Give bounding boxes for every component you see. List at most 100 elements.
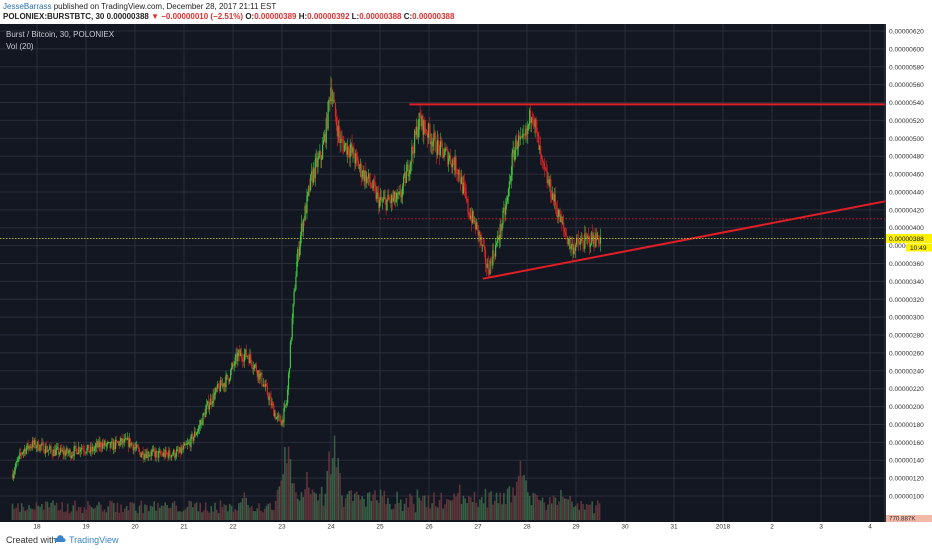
candle-body (366, 176, 368, 184)
volume-bar (330, 474, 332, 520)
candle-body (547, 179, 549, 184)
candle-body (256, 371, 258, 377)
volume-bar (197, 511, 200, 520)
candle-body (35, 447, 38, 448)
candle-body (598, 243, 601, 244)
candle-body (361, 176, 363, 178)
volume-bar (72, 505, 75, 520)
volume-bar (48, 507, 51, 520)
tradingview-brand-link[interactable]: TradingView (69, 535, 119, 545)
candle-body (386, 199, 388, 211)
author-link[interactable]: JesseBarrass (3, 2, 52, 11)
price-chart[interactable]: 0.00000620 0.00000600 0.00000580 0.00000560… (0, 24, 932, 530)
candle-body (483, 245, 486, 250)
volume-bar (442, 508, 444, 520)
candle-body (497, 235, 499, 240)
ohlc-close-value: 0.00000388 (412, 12, 455, 21)
volume-bar (31, 508, 34, 520)
candle-body (352, 147, 354, 153)
candle-body (342, 139, 344, 144)
candle-body (212, 393, 214, 404)
volume-bar (379, 489, 382, 520)
candle-body (52, 454, 54, 457)
candle-body (312, 168, 315, 183)
candle-body (56, 447, 58, 450)
volume-bar (206, 510, 209, 520)
candle-body (521, 135, 523, 138)
candle-body (220, 380, 222, 386)
candle-body (84, 451, 86, 453)
candle-body (170, 455, 172, 458)
candle-body (70, 456, 72, 458)
candle-body (452, 159, 454, 164)
volume-bar (39, 506, 41, 520)
candle-body (79, 449, 82, 452)
volume-bar (436, 507, 439, 520)
time-axis[interactable]: 18 19 20 21 22 23 24 25 26 27 28 29 30 31 2018 2 3 4 (33, 524, 872, 531)
candle-body (533, 123, 535, 127)
y-tick-label: 0.00000540 (889, 100, 924, 107)
volume-bar (274, 500, 277, 520)
candle-body (90, 446, 92, 452)
volume-bar (280, 480, 282, 520)
candle-body (552, 193, 555, 202)
volume-bar (348, 490, 351, 520)
y-tick-label: 0.00000480 (889, 154, 924, 161)
candle-body (73, 446, 75, 457)
volume-bar (247, 505, 249, 520)
change-arrow-icon: ▼ (151, 12, 159, 21)
candle-body (78, 447, 80, 453)
candle-body (241, 357, 244, 362)
candle-body (19, 452, 21, 456)
candle-body (348, 153, 350, 158)
volume-bar (193, 503, 196, 520)
volume-bar (319, 493, 321, 520)
volume-bar (536, 494, 538, 520)
candle-body (44, 452, 46, 454)
y-tick-label: 0.00000620 (889, 29, 924, 36)
candle-body (211, 403, 213, 405)
candle-body (13, 471, 15, 475)
volume-bar (171, 502, 174, 520)
candle-body (264, 383, 267, 387)
volume-bar (112, 503, 115, 520)
x-tick-label: 20 (131, 524, 139, 531)
candle-body (528, 124, 530, 126)
candle-body (308, 186, 310, 192)
drawing-annotations[interactable] (380, 103, 932, 280)
price-axis[interactable]: 0.00000620 0.00000600 0.00000580 0.00000560… (889, 29, 924, 501)
volume-bar (519, 460, 522, 520)
candle-body (250, 354, 252, 361)
volume-bar (151, 506, 154, 520)
candle-body (176, 449, 178, 451)
candle-body (325, 118, 327, 143)
volume-bar (388, 504, 391, 520)
candle-body (569, 238, 571, 249)
candle-body (596, 232, 598, 240)
candle-body (299, 235, 302, 247)
candle-body (79, 447, 81, 452)
candle-body (154, 451, 156, 458)
volume-bar (418, 497, 421, 520)
candle-body (68, 452, 70, 454)
volume-bar (434, 506, 437, 520)
ohlc-open-value: 0.00000389 (254, 12, 297, 21)
volume-bar (549, 497, 551, 520)
candle-body (313, 168, 315, 179)
candle-body (321, 158, 323, 160)
volume-bar (52, 500, 54, 520)
y-tick-label: 0.00000500 (889, 136, 924, 143)
candle-body (76, 449, 78, 455)
candle-body (116, 441, 119, 443)
y-tick-label: 0.00000260 (889, 350, 924, 357)
candle-body (368, 173, 371, 183)
candle-body (492, 250, 494, 266)
candle-body (439, 141, 441, 156)
candle-body (462, 182, 464, 194)
volume-bar (539, 500, 542, 520)
candle-body (279, 416, 281, 422)
candle-body (184, 443, 187, 445)
candle-body (29, 446, 31, 448)
candle-body (444, 149, 446, 155)
candle-body (254, 364, 257, 366)
